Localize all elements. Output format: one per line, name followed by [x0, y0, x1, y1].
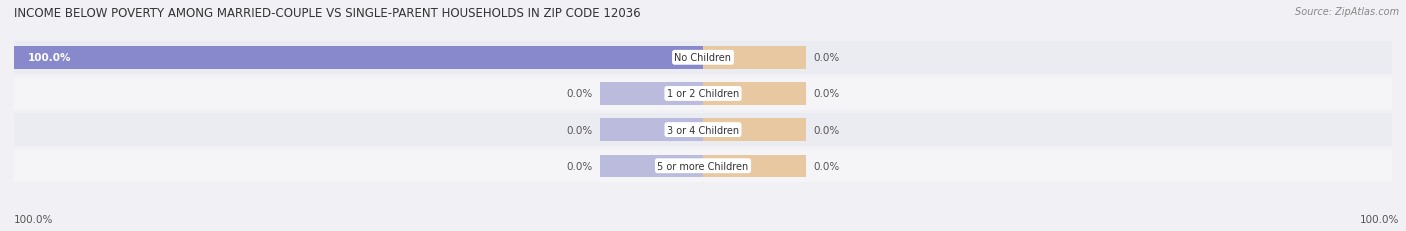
Text: 0.0%: 0.0% — [813, 125, 839, 135]
Text: Source: ZipAtlas.com: Source: ZipAtlas.com — [1295, 7, 1399, 17]
Bar — [599, 83, 703, 105]
Text: 0.0%: 0.0% — [813, 53, 839, 63]
Text: 100.0%: 100.0% — [28, 53, 72, 63]
Bar — [14, 113, 1392, 147]
Text: 1 or 2 Children: 1 or 2 Children — [666, 89, 740, 99]
Text: 100.0%: 100.0% — [14, 214, 53, 224]
Text: 5 or more Children: 5 or more Children — [658, 161, 748, 171]
Text: 0.0%: 0.0% — [813, 89, 839, 99]
Bar — [14, 47, 703, 69]
Bar — [14, 77, 1392, 111]
Bar — [599, 47, 703, 69]
Bar — [599, 155, 703, 177]
Bar — [703, 83, 807, 105]
Text: 0.0%: 0.0% — [567, 89, 593, 99]
Bar — [703, 155, 807, 177]
Text: No Children: No Children — [675, 53, 731, 63]
Bar — [703, 47, 807, 69]
Text: 100.0%: 100.0% — [1360, 214, 1399, 224]
Bar — [14, 42, 1392, 75]
Bar — [599, 119, 703, 141]
Bar — [14, 149, 1392, 182]
Text: 0.0%: 0.0% — [813, 161, 839, 171]
Text: 0.0%: 0.0% — [567, 161, 593, 171]
Bar — [703, 119, 807, 141]
Text: INCOME BELOW POVERTY AMONG MARRIED-COUPLE VS SINGLE-PARENT HOUSEHOLDS IN ZIP COD: INCOME BELOW POVERTY AMONG MARRIED-COUPL… — [14, 7, 641, 20]
Text: 3 or 4 Children: 3 or 4 Children — [666, 125, 740, 135]
Text: 0.0%: 0.0% — [567, 125, 593, 135]
